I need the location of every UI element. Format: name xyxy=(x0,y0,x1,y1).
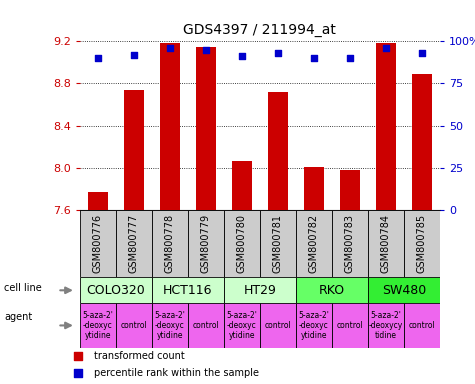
Text: control: control xyxy=(336,321,363,330)
Point xyxy=(418,50,426,56)
Point xyxy=(310,55,318,61)
Text: control: control xyxy=(121,321,147,330)
Text: control: control xyxy=(265,321,291,330)
Text: GSM800784: GSM800784 xyxy=(381,214,391,273)
Bar xyxy=(196,47,216,210)
Point xyxy=(382,45,390,51)
Text: COLO320: COLO320 xyxy=(86,284,145,297)
Bar xyxy=(80,303,116,348)
Point xyxy=(346,55,353,61)
Text: GSM800783: GSM800783 xyxy=(345,214,355,273)
Text: GSM800777: GSM800777 xyxy=(129,214,139,273)
Text: GSM800785: GSM800785 xyxy=(417,214,427,273)
Bar xyxy=(188,303,224,348)
Text: 5-aza-2'
-deoxyc
ytidine: 5-aza-2' -deoxyc ytidine xyxy=(227,311,257,339)
Text: HT29: HT29 xyxy=(243,284,276,297)
Text: GSM800778: GSM800778 xyxy=(165,214,175,273)
Text: transformed count: transformed count xyxy=(95,351,185,361)
Bar xyxy=(80,210,116,277)
Bar xyxy=(88,192,108,210)
Bar xyxy=(304,167,324,210)
Bar xyxy=(224,277,296,303)
Text: percentile rank within the sample: percentile rank within the sample xyxy=(95,368,259,378)
Bar xyxy=(296,303,332,348)
Bar xyxy=(224,303,260,348)
Bar xyxy=(412,74,432,210)
Text: GSM800780: GSM800780 xyxy=(237,214,247,273)
Bar xyxy=(404,210,440,277)
Bar xyxy=(296,277,368,303)
Text: control: control xyxy=(408,321,435,330)
Bar xyxy=(260,303,296,348)
Bar xyxy=(332,303,368,348)
Title: GDS4397 / 211994_at: GDS4397 / 211994_at xyxy=(183,23,336,37)
Text: 5-aza-2'
-deoxyc
ytidine: 5-aza-2' -deoxyc ytidine xyxy=(298,311,329,339)
Bar xyxy=(188,210,224,277)
Text: GSM800782: GSM800782 xyxy=(309,214,319,273)
Bar xyxy=(152,277,224,303)
Text: 5-aza-2'
-deoxyc
ytidine: 5-aza-2' -deoxyc ytidine xyxy=(154,311,185,339)
Text: 5-aza-2'
-deoxyc
ytidine: 5-aza-2' -deoxyc ytidine xyxy=(82,311,113,339)
Point xyxy=(74,353,82,359)
Bar xyxy=(80,277,152,303)
Bar xyxy=(368,277,440,303)
Point xyxy=(238,53,246,60)
Text: GSM800781: GSM800781 xyxy=(273,214,283,273)
Text: HCT116: HCT116 xyxy=(163,284,213,297)
Bar xyxy=(296,210,332,277)
Bar xyxy=(116,210,152,277)
Text: agent: agent xyxy=(4,311,32,322)
Text: control: control xyxy=(192,321,219,330)
Text: 5-aza-2'
-deoxycy
tidine: 5-aza-2' -deoxycy tidine xyxy=(369,311,403,339)
Bar xyxy=(332,210,368,277)
Point xyxy=(166,45,174,51)
Bar xyxy=(376,43,396,210)
Text: RKO: RKO xyxy=(319,284,345,297)
Bar xyxy=(404,303,440,348)
Text: GSM800779: GSM800779 xyxy=(201,214,211,273)
Point xyxy=(202,46,209,53)
Point xyxy=(94,55,102,61)
Point xyxy=(130,51,138,58)
Text: SW480: SW480 xyxy=(382,284,426,297)
Bar xyxy=(268,92,288,210)
Bar xyxy=(152,210,188,277)
Point xyxy=(74,370,82,376)
Bar xyxy=(260,210,296,277)
Text: GSM800776: GSM800776 xyxy=(93,214,103,273)
Bar xyxy=(224,210,260,277)
Bar xyxy=(368,303,404,348)
Bar xyxy=(160,43,180,210)
Bar xyxy=(152,303,188,348)
Bar xyxy=(116,303,152,348)
Bar xyxy=(232,161,252,210)
Point xyxy=(274,50,282,56)
Bar xyxy=(124,89,144,210)
Bar xyxy=(340,170,360,210)
Bar xyxy=(368,210,404,277)
Text: cell line: cell line xyxy=(4,283,42,293)
